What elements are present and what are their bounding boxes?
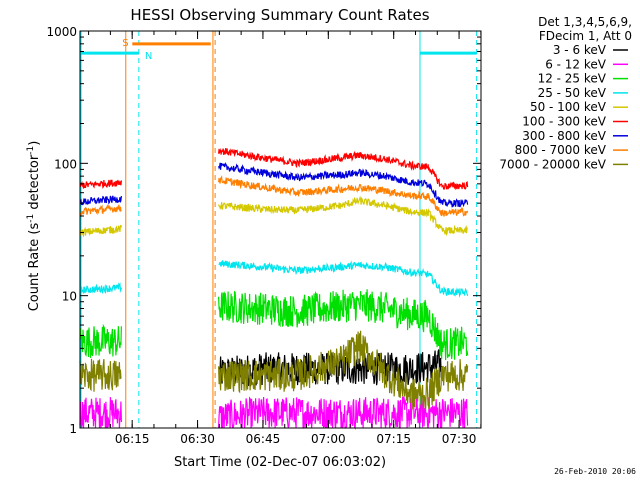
series-line-5 [79,179,122,189]
legend-label: 6 - 12 keV [545,57,607,71]
series-line-4 [79,224,122,238]
x-axis-ticks: 06:15 06:30 06:45 07:00 07:15 07:30 [88,31,482,446]
x-tick-label: 07:15 [376,432,411,446]
y-tick-label: 1000 [46,25,77,39]
series-line-3 [218,260,469,298]
series-line-7 [79,204,122,217]
chart-title: HESSI Observing Summary Count Rates [130,6,429,24]
series-layer [79,147,469,431]
legend: Det 1,3,4,5,6,9, FDecim 1, Att 0 3 - 6 k… [499,15,632,171]
series-line-8 [218,330,469,410]
legend-label: 100 - 300 keV [522,115,606,129]
saa-label: S [122,38,128,49]
legend-label: 300 - 800 keV [522,129,606,143]
series-line-4 [218,195,468,237]
x-axis-label: Start Time (02-Dec-07 06:03:02) [174,455,386,470]
x-tick-label: 07:30 [442,432,477,446]
series-line-6 [79,195,122,206]
series-line-8 [79,358,122,392]
orbit-annotations: SN [80,31,478,428]
night-label: N [145,51,152,62]
plot-area [80,31,481,428]
y-tick-label: 1 [69,422,77,436]
x-tick-label: 06:15 [115,432,150,446]
legend-label: 50 - 100 keV [530,100,607,114]
legend-header-line-1: Det 1,3,4,5,6,9, [538,15,632,29]
y-tick-label: 100 [54,157,77,171]
y-axis-label-prefix: Count Rate (s [27,223,42,312]
series-line-7 [218,175,469,217]
series-line-2 [218,289,469,361]
legend-label: 12 - 25 keV [538,72,607,86]
axes [79,30,482,429]
legend-label: 3 - 6 keV [553,43,607,57]
y-axis-label: Count Rate (s-1 detector-1) [26,141,42,312]
series-line-5 [218,147,469,191]
series-line-2 [79,323,122,359]
footer-date: 26-Feb-2010 20:06 [554,467,636,476]
y-axis-label-sup1: -1 [26,214,36,223]
legend-label: 25 - 50 keV [538,86,607,100]
x-tick-label: 07:00 [311,432,346,446]
legend-header-line-2: FDecim 1, Att 0 [539,29,632,43]
x-tick-label: 06:45 [246,432,281,446]
plot-background [80,31,481,428]
y-axis-label-suffix: ) [27,141,42,146]
series-line-1 [79,397,122,429]
series-line-6 [218,161,469,208]
y-tick-label: 10 [62,290,77,304]
series-line-1 [218,396,469,431]
series-line-3 [79,282,122,295]
y-axis-ticks: 1 10 100 1000 [46,25,481,436]
y-axis-label-mid: detector [27,154,42,214]
legend-label: 800 - 7000 keV [515,143,607,157]
legend-label: 7000 - 20000 keV [499,157,606,171]
x-tick-label: 06:30 [180,432,215,446]
y-axis-label-sup2: -1 [26,146,36,155]
plot-frame [79,30,482,429]
